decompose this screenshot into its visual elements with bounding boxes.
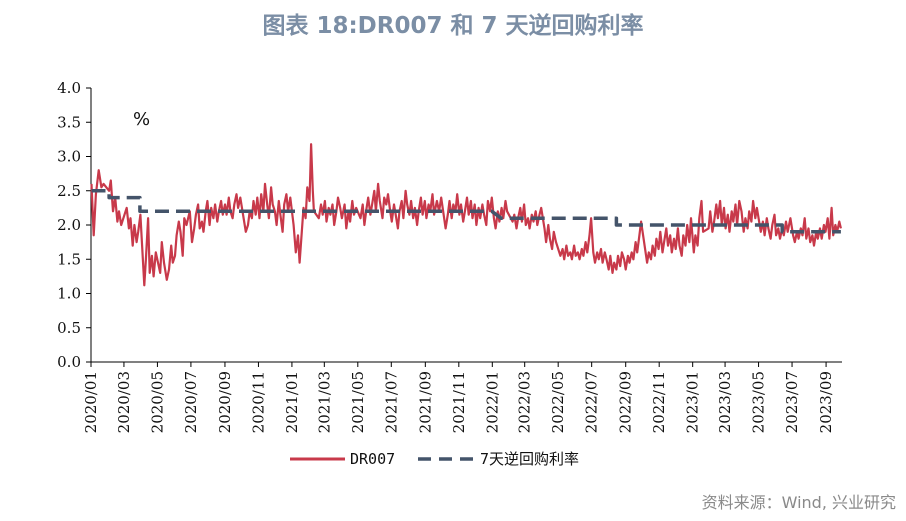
y-tick-label: 0.5 [57, 319, 81, 337]
y-tick-label: 4.0 [57, 79, 81, 97]
x-tick-label: 2020/01 [82, 371, 100, 433]
x-tick-label: 2021/11 [450, 371, 468, 433]
x-tick-label: 2021/07 [382, 371, 400, 433]
legend-label-reverse-repo: 7天逆回购利率 [480, 450, 579, 468]
x-tick-label: 2022/03 [516, 371, 534, 433]
x-tick-label: 2023/01 [684, 371, 702, 433]
y-tick-label: 3.0 [57, 148, 81, 166]
reverse-repo-series-line [91, 189, 841, 234]
x-tick-label: 2022/01 [483, 371, 501, 433]
x-tick-label: 2022/07 [583, 371, 601, 433]
x-tick-label: 2023/05 [750, 371, 768, 433]
x-tick-label: 2021/09 [416, 371, 434, 433]
x-tick-label: 2023/09 [817, 371, 835, 433]
legend: DR007 7天逆回购利率 [290, 450, 579, 468]
x-tick-label: 2021/05 [349, 371, 367, 433]
axes: 0.0 0.5 1.0 1.5 2.0 2.5 3.0 3.5 4.0 2020/01 2020/0… [57, 79, 842, 433]
x-tick-label: 2020/09 [216, 371, 234, 433]
unit-label: % [133, 109, 150, 130]
x-tick-label: 2022/05 [549, 371, 567, 433]
x-tick-label: 2020/07 [182, 371, 200, 433]
x-tick-label: 2021/03 [315, 371, 333, 433]
x-tick-label: 2022/09 [617, 371, 635, 433]
dr007-series-line [90, 143, 842, 287]
x-tick-label: 2020/05 [148, 371, 166, 433]
series-layer [90, 143, 842, 287]
y-tick-label: 1.5 [57, 250, 81, 268]
x-tick-label: 2021/01 [283, 371, 301, 433]
x-tick-label: 2023/03 [716, 371, 734, 433]
y-tick-label: 2.5 [57, 182, 81, 200]
x-tick-label: 2020/11 [249, 371, 267, 433]
y-tick-label: 3.5 [57, 113, 81, 131]
legend-label-dr007: DR007 [350, 450, 395, 468]
chart-title: 图表 18:DR007 和 7 天逆回购利率 [262, 13, 644, 39]
y-tick-label: 1.0 [57, 285, 81, 303]
x-tick-label: 2022/11 [650, 371, 668, 433]
x-tick-label: 2020/03 [115, 371, 133, 433]
y-tick-label: 2.0 [57, 216, 81, 234]
y-tick-label: 0.0 [57, 353, 81, 371]
source-note: 资料来源：Wind, 兴业研究 [701, 493, 896, 512]
x-tick-label: 2023/07 [783, 371, 801, 433]
